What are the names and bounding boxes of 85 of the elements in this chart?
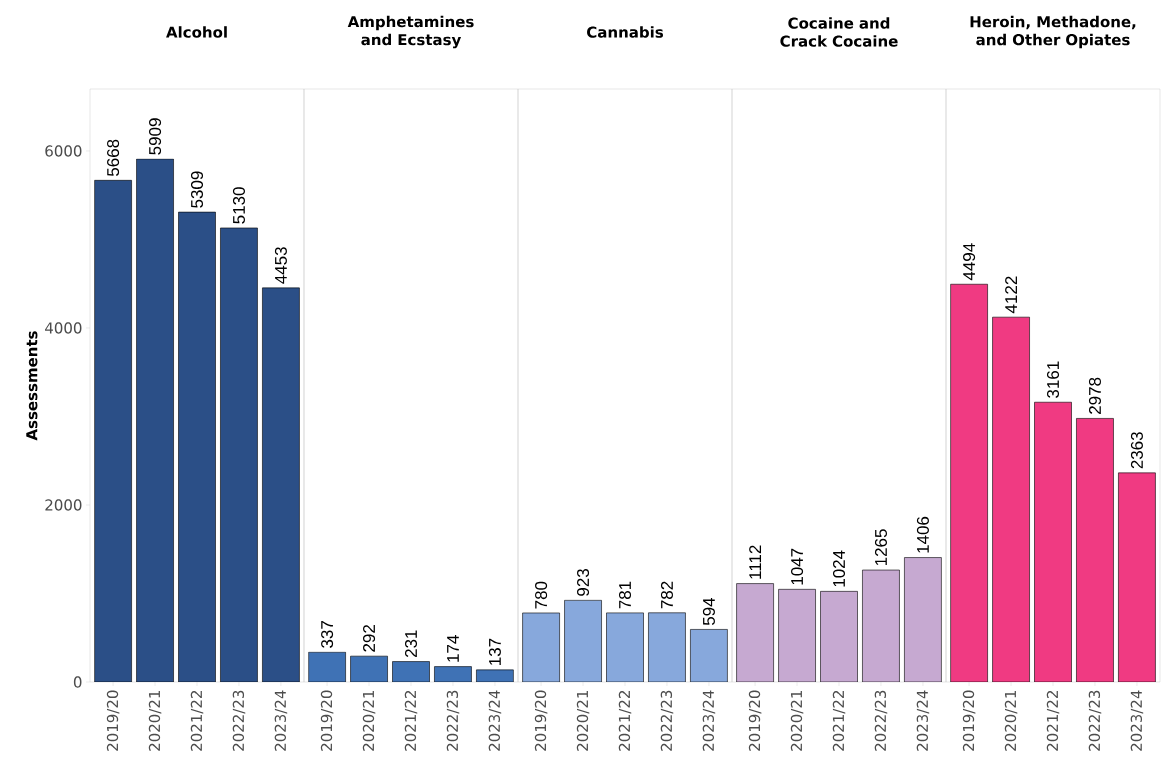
bar xyxy=(950,284,988,682)
bar xyxy=(820,591,858,682)
bar xyxy=(690,629,728,682)
data-label: 2363 xyxy=(1130,432,1143,469)
x-tick-label: 2020/21 xyxy=(576,690,590,751)
bar xyxy=(522,612,560,682)
y-tick-label: 6000 xyxy=(45,145,82,157)
data-label: 2978 xyxy=(1088,377,1101,414)
x-tick-label: 2019/20 xyxy=(320,690,334,751)
x-tick-label: 2020/21 xyxy=(362,690,376,751)
data-label: 231 xyxy=(404,630,418,658)
chart-title: Cannabis xyxy=(587,26,664,38)
bar xyxy=(1034,402,1072,682)
data-label: 174 xyxy=(447,635,459,662)
data-label: 782 xyxy=(660,581,673,609)
bar xyxy=(94,180,132,682)
chart-title: Amphetamines and Ecstasy xyxy=(347,15,474,49)
data-label: 3161 xyxy=(1046,361,1060,398)
data-label: 292 xyxy=(363,625,376,652)
data-label: 5668 xyxy=(107,139,120,177)
bar xyxy=(476,669,514,682)
chart-title: Cocaine and Crack Cocaine xyxy=(780,17,898,47)
data-label: 4453 xyxy=(274,247,287,284)
data-label: 1406 xyxy=(916,516,929,553)
x-tick-label: 2022/23 xyxy=(446,690,460,751)
data-label: 4494 xyxy=(963,243,976,281)
data-label: 780 xyxy=(535,581,548,609)
bar xyxy=(862,570,900,682)
x-tick-label: 2022/23 xyxy=(874,690,888,751)
bar xyxy=(434,666,472,682)
chart-title: Alcohol xyxy=(166,26,227,38)
x-tick-label: 2020/21 xyxy=(790,690,804,751)
x-tick-label: 2023/24 xyxy=(702,690,716,751)
x-tick-label: 2019/20 xyxy=(106,690,120,751)
x-tick-label: 2022/23 xyxy=(1088,690,1102,751)
x-tick-label: 2019/20 xyxy=(748,690,762,751)
x-tick-label: 2023/24 xyxy=(916,690,930,751)
x-tick-label: 2020/21 xyxy=(148,690,162,751)
bar xyxy=(308,651,346,682)
x-tick-label: 2023/24 xyxy=(488,690,502,751)
bar xyxy=(392,661,430,682)
bar xyxy=(1118,472,1156,682)
x-tick-label: 2023/24 xyxy=(274,690,288,751)
bar xyxy=(992,317,1030,682)
data-label: 5309 xyxy=(190,171,204,208)
bar xyxy=(262,287,300,682)
x-tick-label: 2020/21 xyxy=(1004,690,1018,751)
x-tick-label: 2019/20 xyxy=(962,690,976,751)
y-tick-label: 4000 xyxy=(45,322,82,334)
data-label: 781 xyxy=(618,581,632,609)
x-tick-label: 2021/22 xyxy=(832,691,846,751)
bar xyxy=(778,589,816,682)
bar xyxy=(736,583,774,682)
x-tick-label: 2021/22 xyxy=(1046,691,1060,751)
bar xyxy=(136,159,174,682)
x-tick-label: 2021/22 xyxy=(404,691,418,751)
bar xyxy=(350,655,388,682)
bar xyxy=(220,227,258,682)
x-tick-label: 2019/20 xyxy=(534,690,548,751)
x-tick-label: 2023/24 xyxy=(1130,690,1144,751)
data-label: 337 xyxy=(321,621,334,648)
data-label: 1265 xyxy=(874,529,887,566)
bar xyxy=(606,612,644,682)
y-tick-label: 0 xyxy=(73,676,82,688)
data-label: 923 xyxy=(577,569,590,596)
x-tick-label: 2022/23 xyxy=(660,690,674,751)
bar xyxy=(904,557,942,682)
bar xyxy=(178,212,216,682)
data-label: 4122 xyxy=(1005,276,1017,314)
y-axis-title: Assessments xyxy=(26,331,38,441)
data-label: 137 xyxy=(488,638,501,665)
y-tick-label: 2000 xyxy=(45,499,82,511)
bar xyxy=(648,612,686,682)
data-label: 5130 xyxy=(232,187,245,224)
data-label: 1047 xyxy=(791,548,804,585)
bar xyxy=(1076,418,1114,682)
data-label: 594 xyxy=(702,597,715,626)
x-tick-label: 2022/23 xyxy=(232,690,246,751)
x-tick-label: 2021/22 xyxy=(618,691,632,751)
bar xyxy=(564,600,602,682)
chart-title: Heroin, Methadone, and Other Opiates xyxy=(970,15,1136,49)
data-label: 1112 xyxy=(749,545,762,579)
x-tick-label: 2021/22 xyxy=(190,691,204,751)
data-label: 1024 xyxy=(832,550,846,587)
data-label: 5909 xyxy=(149,118,162,155)
